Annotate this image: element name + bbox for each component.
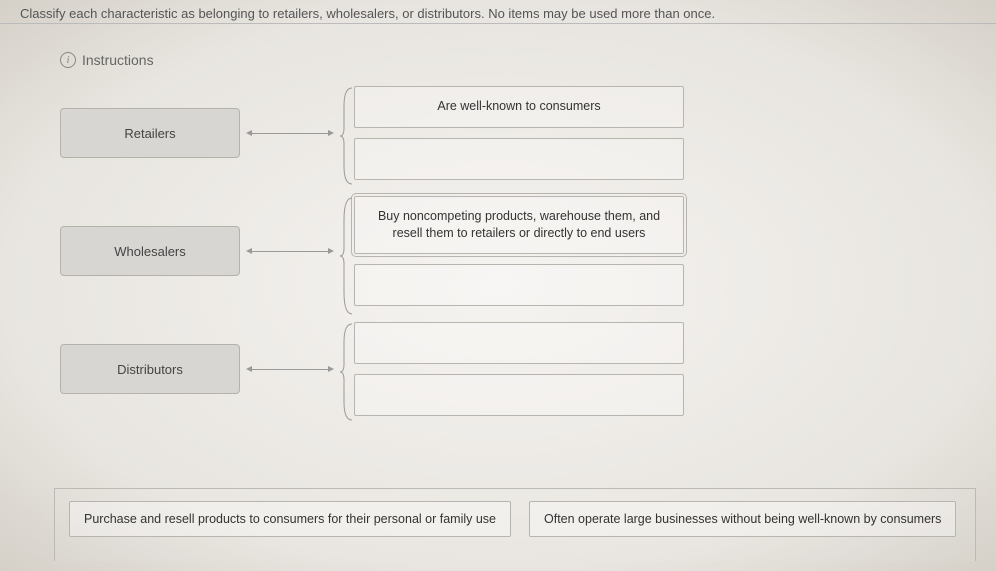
instructions-label: Instructions [82,52,154,68]
drop-distributors-1[interactable] [354,322,684,364]
info-icon: i [60,52,76,68]
connector-line [240,369,340,370]
drop-retailers-1[interactable]: Are well-known to consumers [354,86,684,128]
drop-wholesalers-1[interactable]: Buy noncompeting products, warehouse the… [354,196,684,254]
bracket-icon [340,86,354,180]
row-retailers: Retailers Are well-known to consumers [60,86,956,180]
connector-line [240,251,340,252]
drop-retailers-2[interactable] [354,138,684,180]
drop-distributors-2[interactable] [354,374,684,416]
connector-line [240,133,340,134]
category-wholesalers: Wholesalers [60,226,240,276]
bracket-icon [340,196,354,306]
source-tray: Purchase and resell products to consumer… [54,488,976,561]
matching-area: Retailers Are well-known to consumers Wh… [0,86,996,416]
draggable-item[interactable]: Purchase and resell products to consumer… [69,501,511,537]
bracket-icon [340,322,354,416]
instructions-row[interactable]: i Instructions [60,52,996,68]
drop-wholesalers-2[interactable] [354,264,684,306]
question-prompt: Classify each characteristic as belongin… [0,0,996,24]
category-retailers: Retailers [60,108,240,158]
row-distributors: Distributors [60,322,956,416]
row-wholesalers: Wholesalers Buy noncompeting products, w… [60,196,956,306]
draggable-item[interactable]: Often operate large businesses without b… [529,501,956,537]
category-distributors: Distributors [60,344,240,394]
